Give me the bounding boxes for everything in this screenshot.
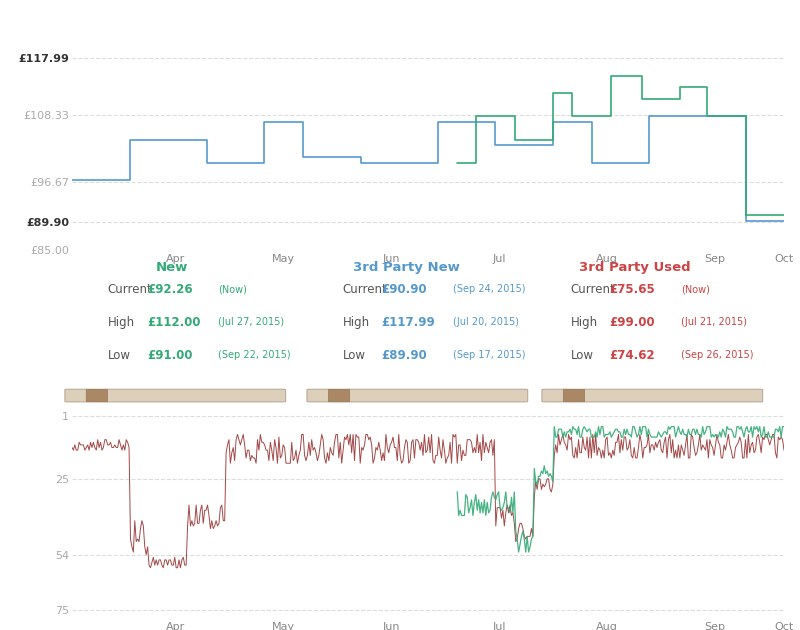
Text: (Sep 22, 2015): (Sep 22, 2015) [218,350,290,360]
Text: £92.26: £92.26 [146,283,192,296]
Text: Audio-Technica ATH-M50X Studio Monitor Professional Headphones - Black: Audio-Technica ATH-M50X Studio Monitor P… [67,13,590,26]
Text: Current: Current [342,283,387,296]
Text: £89.90: £89.90 [382,348,427,362]
Text: Current: Current [107,283,152,296]
Text: 3rd Party Used: 3rd Party Used [578,261,690,273]
Text: £99.00: £99.00 [610,316,655,329]
Text: (Jul 21, 2015): (Jul 21, 2015) [681,318,746,328]
Text: High: High [570,316,598,329]
Text: £74.62: £74.62 [610,348,655,362]
FancyBboxPatch shape [65,389,286,402]
Text: (Now): (Now) [681,285,710,294]
Text: Low: Low [342,348,366,362]
Text: Low: Low [570,348,594,362]
Text: £91.00: £91.00 [146,348,192,362]
FancyBboxPatch shape [563,389,585,402]
Text: £112.00: £112.00 [146,316,200,329]
Text: (Sep 26, 2015): (Sep 26, 2015) [681,350,754,360]
FancyBboxPatch shape [86,389,107,402]
Text: £117.99: £117.99 [382,316,435,329]
Text: (Jul 27, 2015): (Jul 27, 2015) [218,318,284,328]
Text: £75.65: £75.65 [610,283,655,296]
Text: (Sep 17, 2015): (Sep 17, 2015) [453,350,526,360]
Text: New: New [155,261,188,273]
Text: Low: Low [107,348,130,362]
FancyBboxPatch shape [542,389,762,402]
Text: Amazon UK /: Amazon UK / [10,13,94,26]
Text: (Jul 20, 2015): (Jul 20, 2015) [453,318,519,328]
FancyBboxPatch shape [328,389,350,402]
Text: Current: Current [570,283,615,296]
Text: (Sep 24, 2015): (Sep 24, 2015) [453,285,526,294]
Text: £90.90: £90.90 [382,283,427,296]
Text: (Now): (Now) [218,285,247,294]
Text: High: High [107,316,134,329]
Text: 3rd Party New: 3rd Party New [354,261,460,273]
FancyBboxPatch shape [307,389,528,402]
Text: High: High [342,316,370,329]
